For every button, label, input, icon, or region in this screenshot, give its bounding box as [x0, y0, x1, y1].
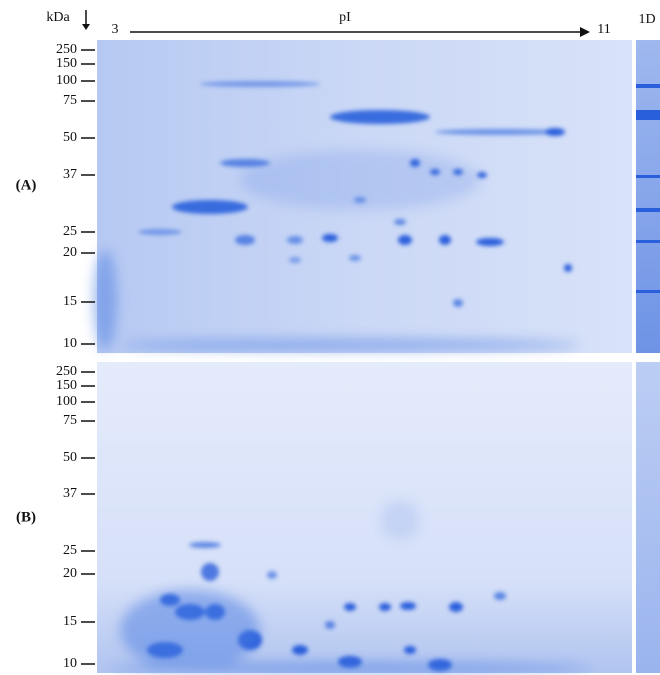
pi-arrowhead: [580, 27, 590, 37]
marker-label: 20: [63, 245, 77, 260]
marker-label: 50: [63, 130, 77, 145]
marker-label: 100: [56, 394, 77, 409]
marker-label: 100: [56, 73, 77, 88]
marker-label: 150: [56, 56, 77, 71]
marker-label: 75: [63, 93, 77, 108]
unit-arrowhead: [82, 24, 90, 30]
unit-label: kDa: [46, 10, 70, 25]
panel-label: (A): [16, 177, 37, 193]
marker-label: 37: [63, 486, 77, 501]
pi-start: 3: [112, 22, 119, 37]
gel-b-smear: [110, 500, 590, 674]
gel-a-smear: [93, 150, 580, 351]
marker-label: 10: [63, 336, 77, 351]
marker-label: 25: [63, 543, 77, 558]
marker-label: 75: [63, 413, 77, 428]
marker-label: 250: [56, 364, 77, 379]
marker-label: 150: [56, 378, 77, 393]
lane-label: 1D: [638, 12, 655, 27]
pi-end: 11: [597, 22, 610, 37]
marker-label: 15: [63, 294, 77, 309]
marker-ticks: 2501501007550372520151025015010075503725…: [56, 42, 95, 671]
marker-label: 15: [63, 614, 77, 629]
gel-a-spots: [138, 81, 572, 307]
lane-1d-bands: [636, 84, 660, 293]
marker-label: 10: [63, 656, 77, 671]
pi-label: pI: [339, 10, 351, 25]
lane-1d-b: [636, 362, 660, 673]
marker-label: 25: [63, 224, 77, 239]
lane-1d-a: [636, 40, 660, 353]
marker-label: 20: [63, 566, 77, 581]
marker-label: 50: [63, 450, 77, 465]
panel-label: (B): [16, 509, 36, 525]
marker-label: 250: [56, 42, 77, 57]
marker-label: 37: [63, 167, 77, 182]
